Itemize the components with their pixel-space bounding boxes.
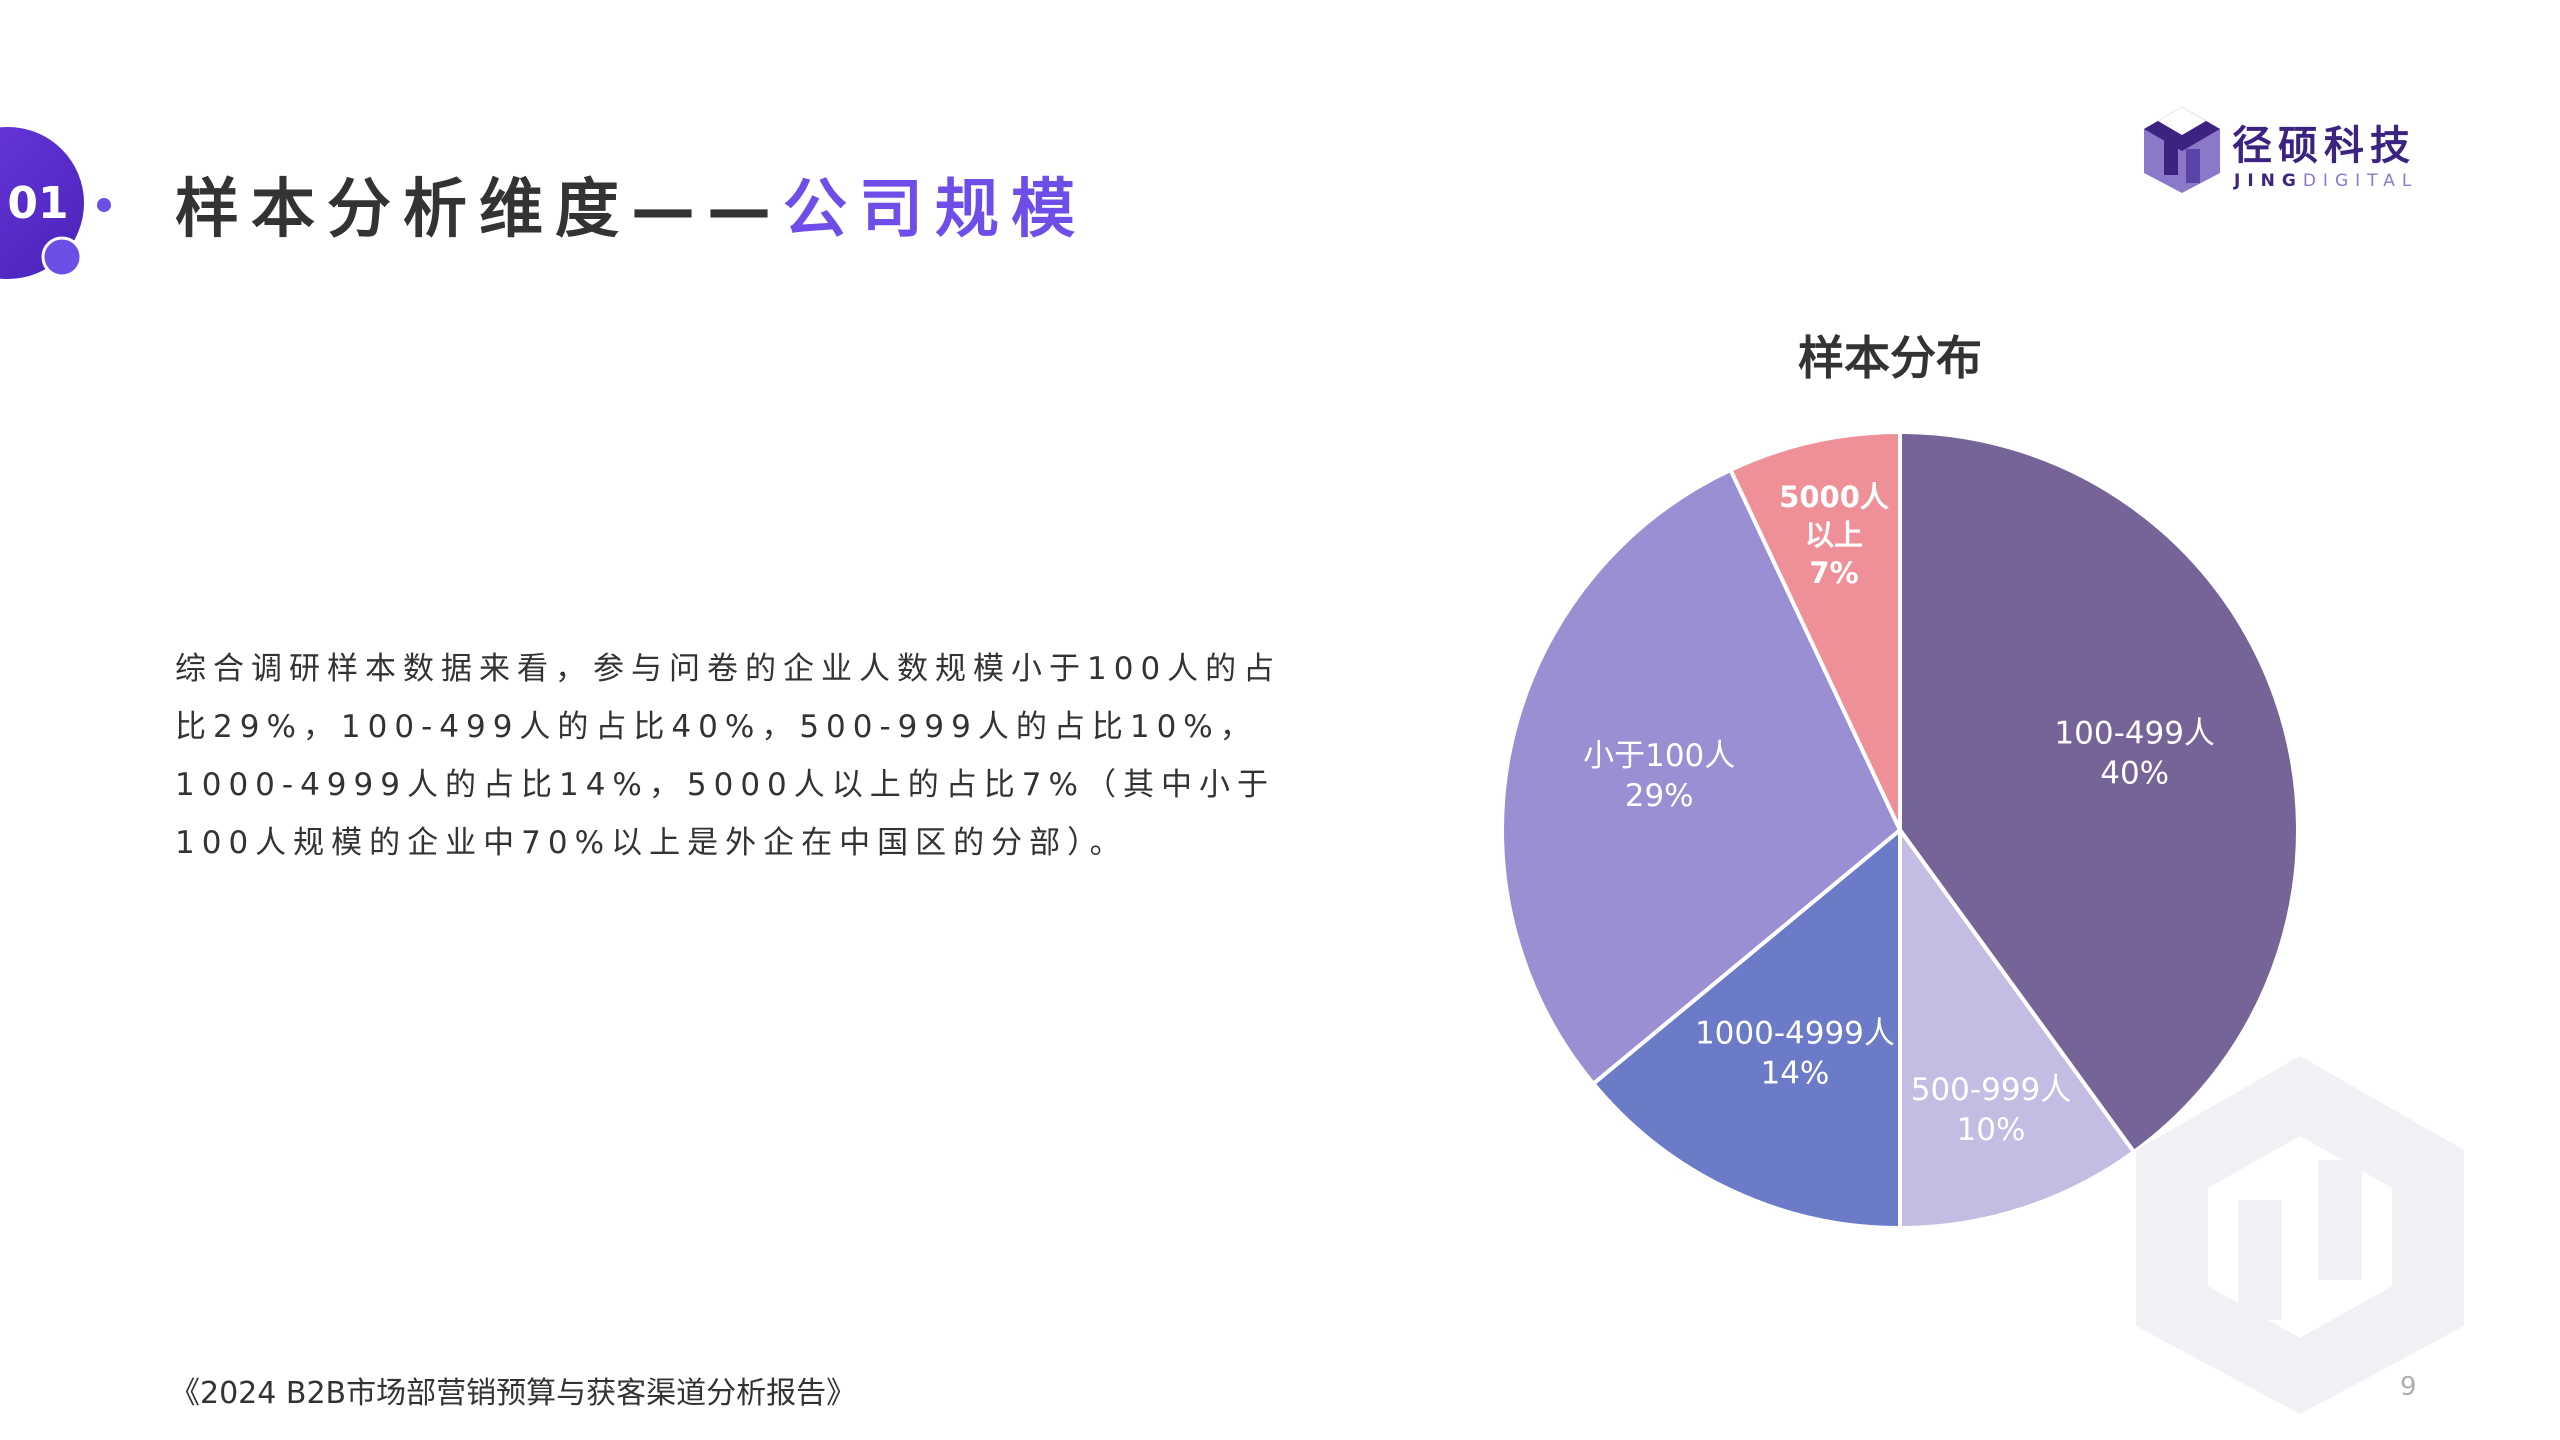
section-number: 01 xyxy=(7,178,68,229)
section-badge-graphic: 01 xyxy=(0,127,111,279)
footer-source: 《2024 B2B市场部营销预算与获客渠道分析报告》 xyxy=(170,1376,857,1411)
pie-category-label-4: 以上 xyxy=(1805,518,1863,552)
badge-dot-small xyxy=(97,198,111,212)
logo-name-en-light: DIGITAL xyxy=(2302,171,2419,191)
chart-title: 样本分布 xyxy=(1798,331,1982,385)
page-title: 样本分析维度——公司规模 xyxy=(175,158,1087,250)
body-paragraph: 综合调研样本数据来看，参与问卷的企业人数规模小于100人的占比29%，100-4… xyxy=(175,651,1282,861)
page-number: 9 xyxy=(2400,1372,2417,1402)
brand-logo: 径硕科技 JINGDIGITAL xyxy=(2140,105,2460,195)
page-title-accent: 公司规模 xyxy=(783,173,1087,247)
pie-slice-3 xyxy=(1500,467,1903,1087)
pie-category-label-4: 5000人 xyxy=(1779,480,1889,514)
watermark-logo-icon xyxy=(2136,1056,2464,1414)
pie-slice-4 xyxy=(1727,429,1902,831)
pie-value-label-0: 40% xyxy=(2100,756,2169,792)
pie-slices xyxy=(1500,429,2300,1231)
pie-slice-2 xyxy=(1590,825,1902,1231)
pie-value-label-4: 7% xyxy=(1809,556,1858,590)
logo-mark-icon xyxy=(2144,107,2220,193)
pie-value-label-1: 10% xyxy=(1957,1112,2026,1148)
pie-category-label-2: 1000-4999人 xyxy=(1695,1015,1895,1051)
pie-slice-1 xyxy=(1898,823,2137,1231)
page-title-main: 样本分析维度—— xyxy=(175,173,783,247)
pie-slice-0 xyxy=(1898,429,2300,1155)
section-badge: 01 xyxy=(0,0,200,300)
pie-category-label-3: 小于100人 xyxy=(1583,738,1735,774)
badge-dot-large xyxy=(41,236,83,278)
pie-labels: 100-499人 40% 500-999人 10% 1000-4999人 14% 小于100… xyxy=(1583,480,2215,1148)
pie-category-label-0: 100-499人 xyxy=(2054,716,2215,752)
pie-value-label-3: 29% xyxy=(1625,778,1694,814)
logo-name-en-bold: JING xyxy=(2234,171,2303,191)
logo-name-en: JINGDIGITAL xyxy=(2234,171,2418,191)
pie-category-label-1: 500-999人 xyxy=(1911,1072,2072,1108)
logo-name-cn: 径硕科技 xyxy=(2232,123,2416,169)
pie-chart: 100-499人 40% 500-999人 10% 1000-4999人 14% 小于100… xyxy=(1500,429,2300,1231)
pie-value-label-2: 14% xyxy=(1760,1055,1829,1091)
